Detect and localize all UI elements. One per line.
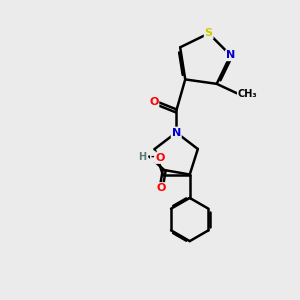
Text: O: O: [157, 183, 166, 193]
Text: H: H: [138, 152, 146, 161]
Text: O: O: [149, 97, 158, 107]
Text: S: S: [205, 28, 213, 38]
Text: N: N: [226, 50, 235, 60]
Text: N: N: [172, 128, 181, 137]
Text: -: -: [151, 152, 155, 161]
Text: O: O: [155, 153, 164, 163]
Text: CH₃: CH₃: [238, 89, 257, 99]
